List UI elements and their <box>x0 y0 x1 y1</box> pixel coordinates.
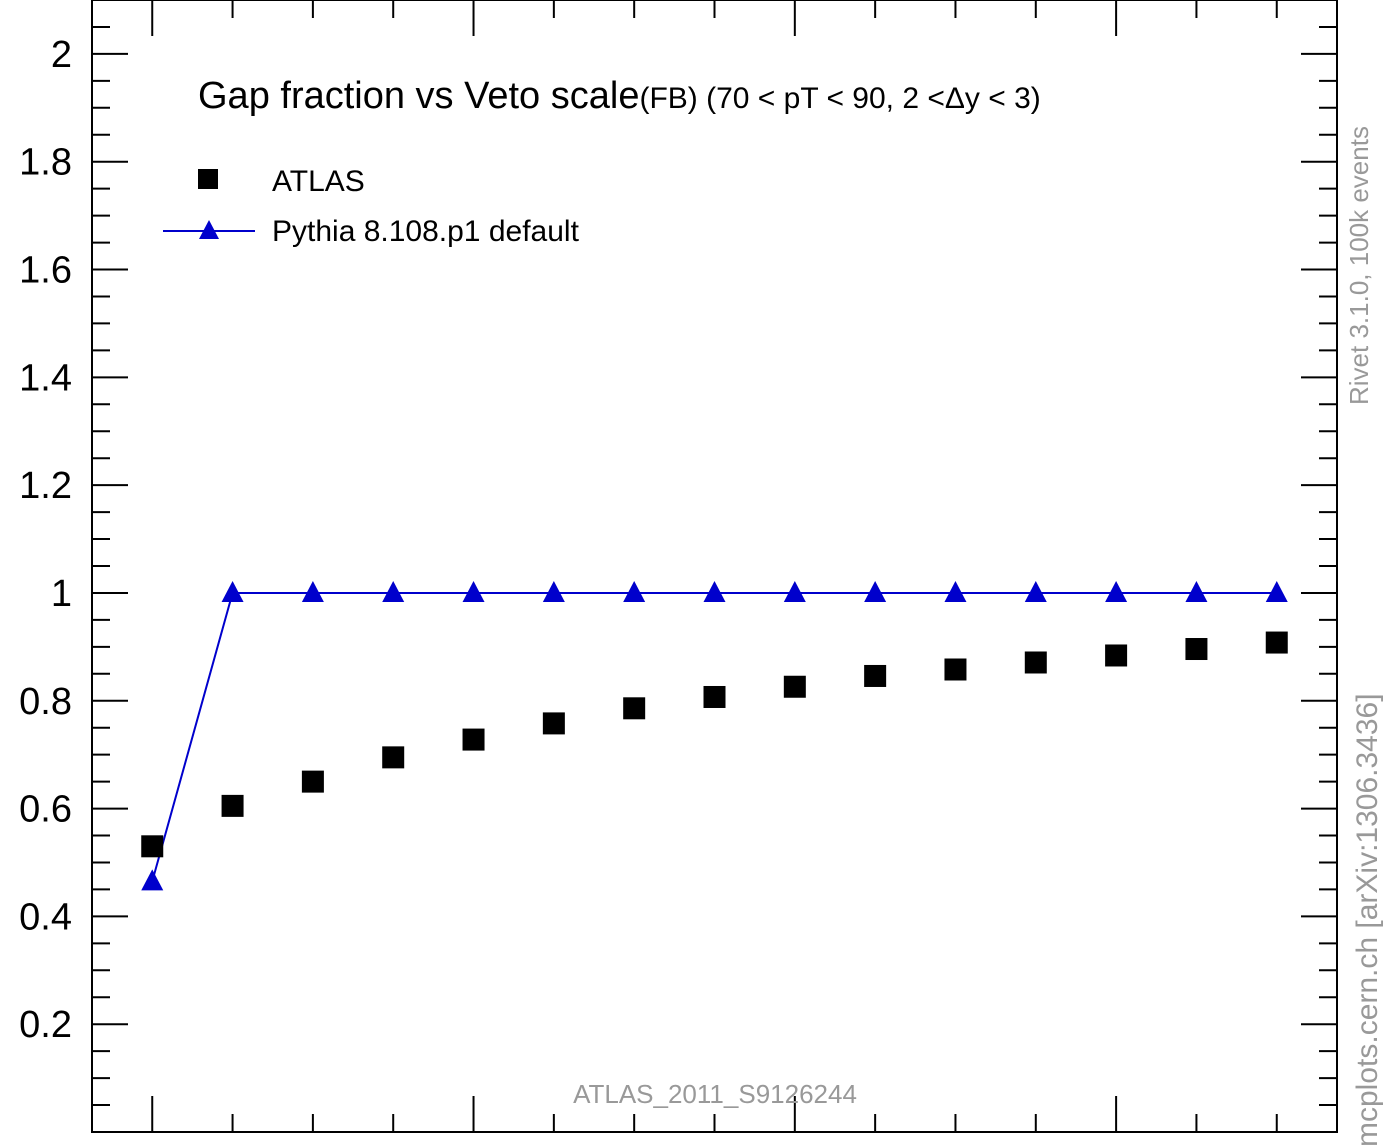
atlas-point <box>783 675 806 698</box>
side-label-mcplots: mcplots.cern.ch [arXiv:1306.3436] <box>1351 693 1384 1147</box>
pythia-point <box>1265 580 1288 602</box>
atlas-point <box>1185 638 1208 661</box>
atlas-point <box>382 746 405 769</box>
y-tick-label: 1 <box>51 573 72 615</box>
atlas-point <box>703 685 726 708</box>
pythia-point <box>1024 580 1047 602</box>
legend: ATLAS Pythia 8.108.p1 default <box>163 165 580 248</box>
pythia-point <box>783 580 806 602</box>
y-tick-label: 0.8 <box>19 681 72 723</box>
y-tick-label: 1.6 <box>19 250 72 292</box>
pythia-point <box>542 580 565 602</box>
atlas-point <box>301 770 324 793</box>
pythia-point <box>703 580 726 602</box>
pythia-point <box>382 580 405 602</box>
atlas-point <box>462 728 485 751</box>
atlas-point <box>623 697 646 720</box>
y-tick-labels: 0.2 0.4 0.6 0.8 1 1.2 1.4 1.6 1.8 2 <box>19 34 72 1046</box>
pythia-point <box>221 580 244 602</box>
chart-title: Gap fraction vs Veto scale(FB) (70 < pT … <box>198 75 1041 117</box>
y-tick-label: 1.2 <box>19 465 72 507</box>
analysis-watermark: ATLAS_2011_S9126244 <box>573 1079 857 1109</box>
atlas-point <box>1105 644 1128 667</box>
y-tick-label: 0.6 <box>19 789 72 831</box>
y-tick-label: 0.2 <box>19 1004 72 1046</box>
series-markers <box>141 580 1288 891</box>
axis-ticks <box>92 0 1337 1132</box>
pythia-point <box>623 580 646 602</box>
atlas-point <box>1265 631 1288 654</box>
pythia-point <box>1185 580 1208 602</box>
pythia-point <box>1105 580 1128 602</box>
atlas-point <box>141 835 164 858</box>
legend-label-pythia: Pythia 8.108.p1 default <box>272 215 580 248</box>
y-tick-label: 1.8 <box>19 142 72 184</box>
legend-marker-pythia <box>199 220 219 239</box>
series-lines <box>151 591 1277 882</box>
atlas-point <box>542 712 565 735</box>
y-tick-label: 0.4 <box>19 896 72 938</box>
atlas-point <box>864 664 887 687</box>
atlas-point <box>1024 651 1047 674</box>
legend-label-atlas: ATLAS <box>272 165 365 198</box>
y-tick-label: 2 <box>51 34 72 76</box>
side-label-rivet: Rivet 3.1.0, 100k events <box>1344 126 1374 405</box>
chart-title-main: Gap fraction vs Veto scale <box>198 75 639 117</box>
y-tick-label: 1.4 <box>19 357 72 399</box>
pythia-point <box>462 580 485 602</box>
pythia-point <box>141 869 164 891</box>
atlas-point <box>944 658 967 681</box>
pythia-point <box>944 580 967 602</box>
pythia-line <box>151 591 1277 882</box>
atlas-point <box>221 794 244 817</box>
pythia-point <box>301 580 324 602</box>
chart-title-suffix: (FB) (70 < pT < 90, 2 <Δy < 3) <box>639 82 1040 115</box>
legend-marker-atlas <box>198 169 218 189</box>
pythia-point <box>864 580 887 602</box>
